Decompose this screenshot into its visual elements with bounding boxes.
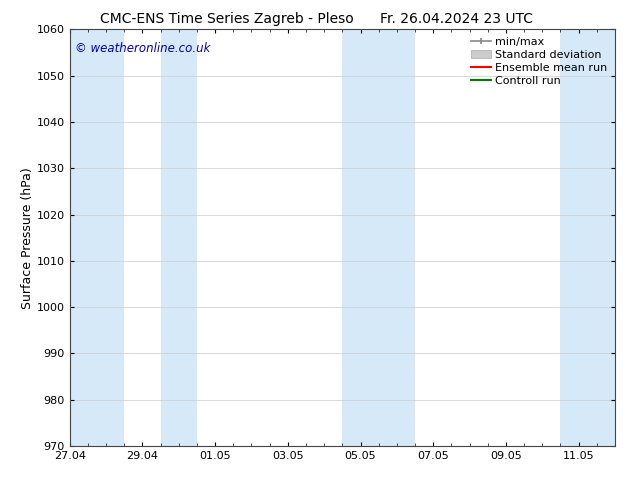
Text: © weatheronline.co.uk: © weatheronline.co.uk (75, 42, 210, 55)
Bar (560, 29, 615, 446)
Bar (342, 29, 415, 446)
Bar (70, 29, 124, 446)
Bar (160, 29, 197, 446)
Legend: min/max, Standard deviation, Ensemble mean run, Controll run: min/max, Standard deviation, Ensemble me… (469, 35, 609, 88)
Text: CMC-ENS Time Series Zagreb - Pleso      Fr. 26.04.2024 23 UTC: CMC-ENS Time Series Zagreb - Pleso Fr. 2… (101, 12, 533, 26)
Y-axis label: Surface Pressure (hPa): Surface Pressure (hPa) (21, 167, 34, 309)
